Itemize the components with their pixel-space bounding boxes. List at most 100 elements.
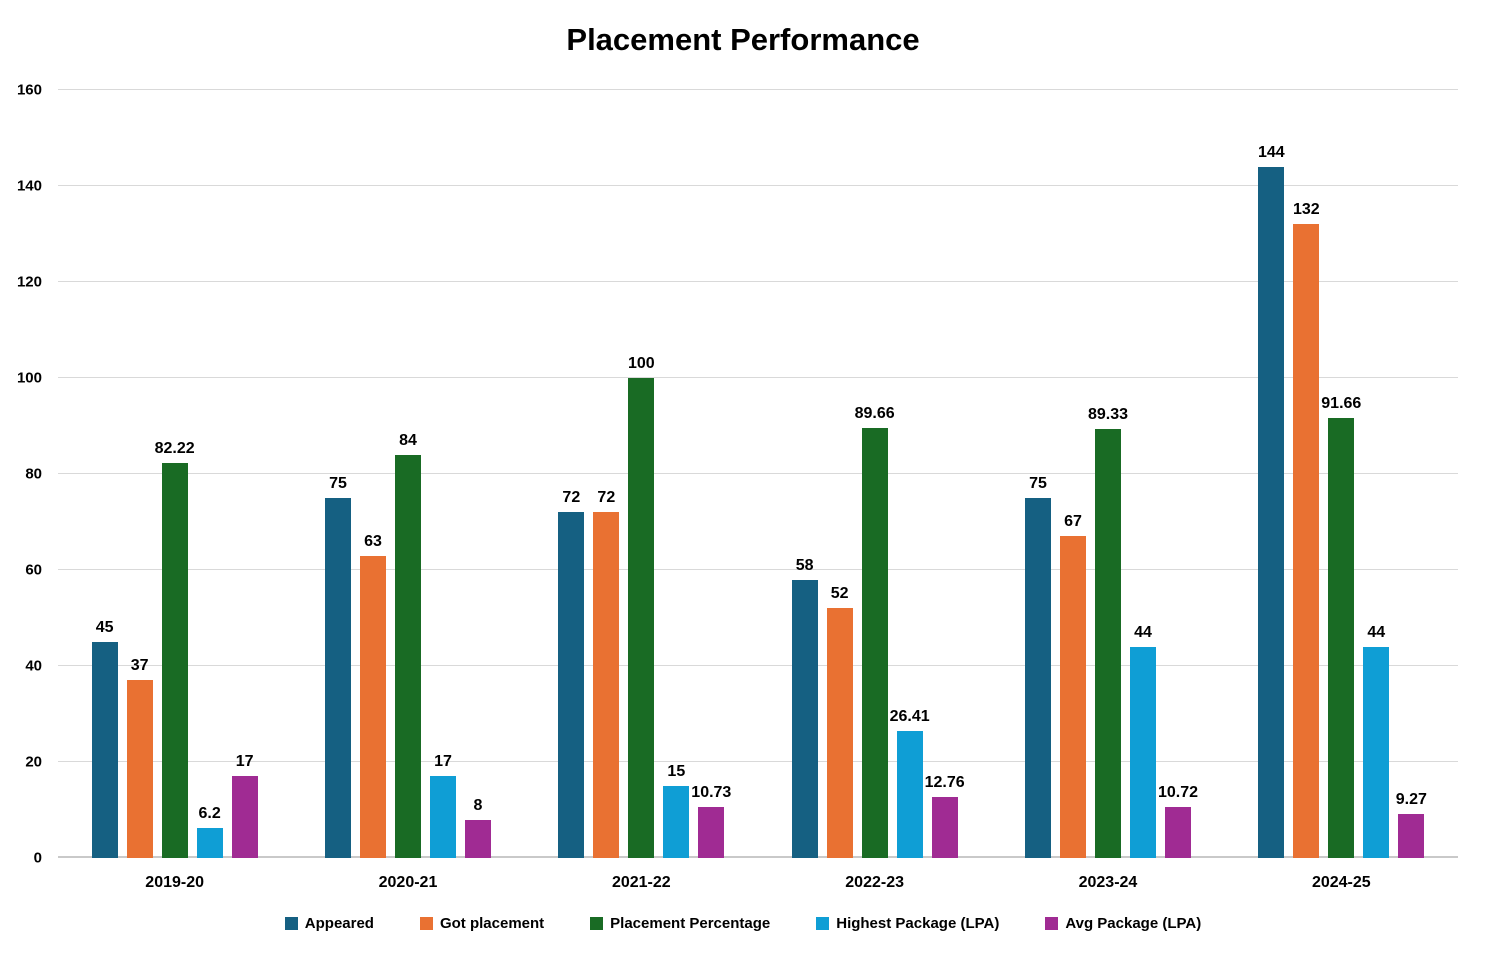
legend-item-avg-package-lpa: Avg Package (LPA) [1045, 915, 1201, 932]
bar-highest-package-lpa: 15 [663, 764, 690, 858]
bar-value-label: 44 [1134, 623, 1152, 641]
bar-placement-percentage: 89.33 [1088, 407, 1128, 858]
bar-value-label: 72 [562, 489, 581, 507]
bar-avg-package-lpa: 10.73 [691, 784, 731, 858]
bar-appeared: 72 [558, 490, 585, 858]
legend-item-placement-percentage: Placement Percentage [590, 915, 770, 932]
bar-appeared: 144 [1258, 144, 1285, 858]
x-category-label: 2022-23 [845, 874, 904, 891]
bar-group-2022-23: 58 52 89.66 26.41 12.76 [758, 90, 991, 858]
legend: Appeared Got placement Placement Percentag… [0, 915, 1486, 932]
bar-highest-package-lpa: 17 [429, 754, 456, 858]
bar-value-label: 82.22 [154, 440, 195, 458]
y-tick-label: 60 [25, 561, 42, 579]
x-category-label: 2020-21 [378, 874, 438, 891]
y-tick-label: 160 [16, 81, 42, 99]
bar-avg-package-lpa: 10.72 [1158, 784, 1198, 858]
bar-value-label: 10.73 [691, 783, 732, 801]
bar-value-label: 100 [627, 355, 655, 372]
chart-title: Placement Performance [566, 22, 920, 57]
bar-value-label: 91.66 [1321, 395, 1362, 413]
bar-highest-package-lpa: 26.41 [890, 709, 930, 858]
bar-placement-percentage: 100 [628, 356, 655, 858]
y-tick-label: 40 [25, 657, 42, 675]
bar-group-2020-21: 75 63 84 17 8 [291, 90, 524, 858]
bar-value-label: 17 [434, 753, 452, 771]
bar-value-label: 75 [1029, 475, 1047, 492]
bar-got-placement: 67 [1059, 514, 1086, 858]
legend-label: Avg Package (LPA) [1065, 915, 1202, 932]
bar-avg-package-lpa: 12.76 [925, 774, 965, 858]
gridline [58, 185, 1458, 186]
bar-value-label: 63 [364, 532, 382, 550]
bar-value-label: 84 [399, 431, 417, 449]
bar-value-label: 132 [1292, 201, 1320, 219]
gridline [58, 665, 1458, 666]
legend-swatch-icon [1045, 917, 1059, 930]
bar-value-label: 9.27 [1395, 790, 1427, 808]
legend-swatch-icon [284, 917, 298, 930]
bar-value-label: 8 [473, 796, 483, 814]
bar-appeared: 75 [324, 476, 351, 858]
plot-area: 45 37 82.22 6.2 17 75 63 84 17 8 72 72 100 15 10.73 58 5… [58, 89, 1458, 858]
bar-value-label: 75 [329, 475, 347, 492]
y-tick-label: 100 [16, 369, 42, 387]
bar-value-label: 45 [95, 619, 114, 636]
bar-avg-package-lpa: 8 [464, 797, 491, 858]
x-category-label: 2021-22 [611, 874, 671, 891]
bar-value-label: 6.2 [198, 805, 221, 823]
bar-got-placement: 72 [593, 490, 620, 858]
gridline [58, 473, 1458, 474]
bar-value-label: 10.72 [1157, 783, 1198, 801]
bar-placement-percentage: 91.66 [1321, 396, 1361, 858]
y-tick-label: 80 [25, 465, 42, 483]
bar-group-2021-22: 72 72 100 15 10.73 [525, 90, 758, 858]
legend-swatch-icon [816, 917, 830, 930]
bar-value-label: 58 [795, 556, 814, 574]
bar-value-label: 89.33 [1087, 406, 1128, 424]
bar-appeared: 58 [791, 557, 818, 858]
bar-avg-package-lpa: 17 [231, 754, 258, 858]
gridline [58, 89, 1458, 90]
bar-placement-percentage: 84 [394, 432, 421, 858]
bar-got-placement: 132 [1293, 202, 1320, 858]
bar-value-label: 12.76 [924, 773, 965, 791]
legend-swatch-icon [590, 917, 604, 930]
gridline [58, 761, 1458, 762]
bar-group-2024-25: 144 132 91.66 44 9.27 [1225, 90, 1458, 858]
bar-value-label: 89.66 [854, 404, 895, 422]
legend-label: Placement Percentage [610, 915, 771, 932]
y-axis: 0 20 40 60 80 100 120 140 160 [0, 83, 48, 866]
x-category-label: 2023-24 [1078, 874, 1138, 891]
bar-highest-package-lpa: 44 [1363, 624, 1390, 858]
bar-value-label: 44 [1367, 623, 1386, 641]
bar-group-2023-24: 75 67 89.33 44 10.72 [991, 90, 1224, 858]
y-tick-label: 140 [16, 177, 42, 195]
legend-label: Appeared [304, 915, 374, 932]
y-tick-label: 20 [25, 753, 42, 771]
bar-placement-percentage: 82.22 [155, 441, 195, 858]
x-category-label: 2019-20 [145, 874, 205, 891]
bar-value-label: 52 [830, 585, 849, 603]
legend-item-got-placement: Got placement [419, 915, 544, 932]
legend-item-highest-package-lpa: Highest Package (LPA) [816, 915, 999, 932]
gridline [58, 281, 1458, 282]
x-category-label: 2024-25 [1311, 874, 1371, 891]
bar-highest-package-lpa: 6.2 [196, 806, 223, 858]
gridline [58, 569, 1458, 570]
bar-got-placement: 37 [126, 658, 153, 858]
bar-avg-package-lpa: 9.27 [1396, 791, 1427, 858]
y-tick-label: 0 [33, 849, 42, 867]
bar-value-label: 17 [235, 753, 254, 771]
bar-value-label: 72 [597, 489, 616, 507]
bar-value-label: 67 [1064, 513, 1082, 531]
bar-group-2019-20: 45 37 82.22 6.2 17 [58, 90, 291, 858]
bar-highest-package-lpa: 44 [1129, 624, 1156, 858]
gridline [58, 377, 1458, 378]
y-tick-label: 120 [16, 273, 42, 291]
bar-groups-layer: 45 37 82.22 6.2 17 75 63 84 17 8 72 72 100 15 10.73 58 5… [58, 90, 1458, 858]
bar-placement-percentage: 89.66 [855, 405, 895, 858]
legend-swatch-icon [419, 917, 433, 930]
bar-value-label: 37 [130, 657, 149, 675]
